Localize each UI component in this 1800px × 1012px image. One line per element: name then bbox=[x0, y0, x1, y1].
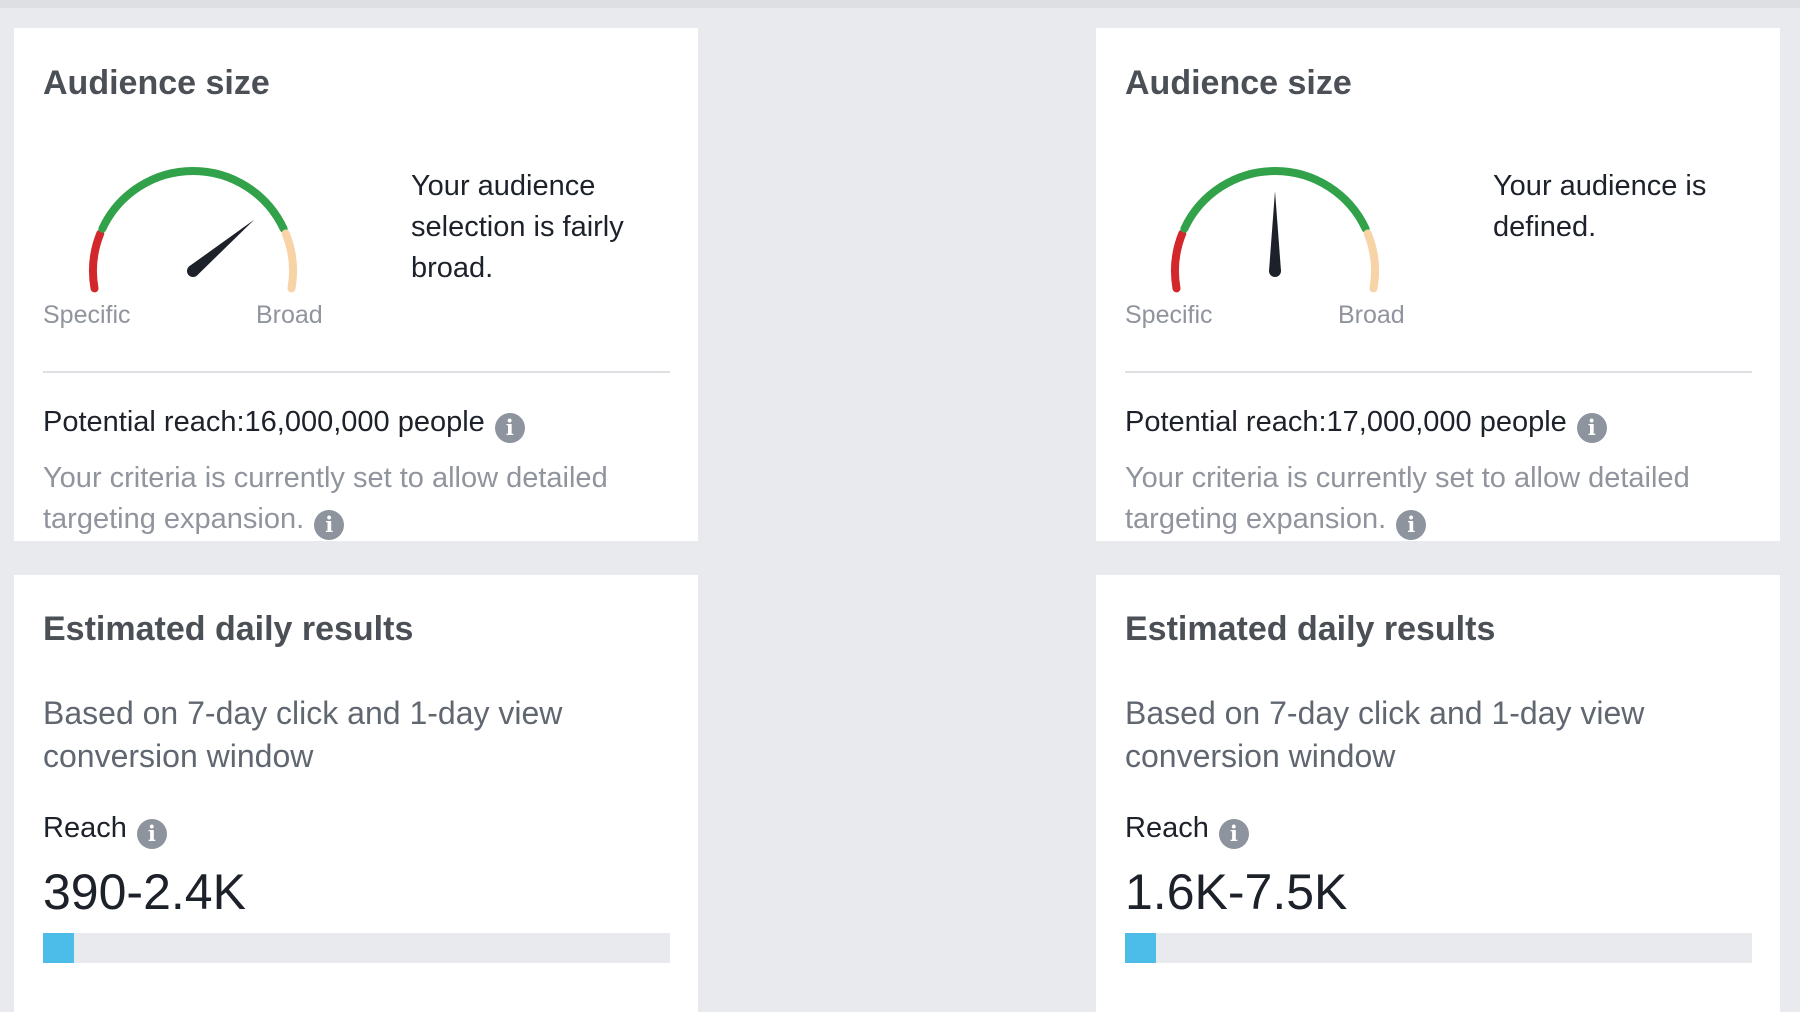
gauge-label-broad: Broad bbox=[1338, 301, 1405, 329]
info-icon[interactable]: i bbox=[1396, 510, 1427, 540]
gauge-dial bbox=[1170, 167, 1380, 293]
audience-size-card: Audience size Specific Broad Your audien… bbox=[1096, 28, 1780, 541]
potential-reach: Potential reach:16,000,000 people i bbox=[43, 406, 525, 443]
conversion-window-note: Based on 7-day click and 1-day view conv… bbox=[1125, 695, 1645, 774]
gauge-arc-specific bbox=[88, 229, 105, 293]
info-icon[interactable]: i bbox=[136, 819, 167, 849]
info-icon[interactable]: i bbox=[1576, 413, 1607, 443]
reach-value: 1.6K-7.5K bbox=[1125, 864, 1348, 920]
top-band bbox=[0, 0, 1800, 8]
criteria-text-label: Your criteria is currently set to allow … bbox=[1125, 462, 1690, 535]
info-icon[interactable]: i bbox=[314, 510, 345, 540]
reach-bar-fill bbox=[1125, 933, 1157, 963]
estimated-daily-results-card: Estimated daily results Based on 7-day c… bbox=[14, 575, 698, 1012]
gauge-needle bbox=[1269, 191, 1281, 271]
gauge-needle-hub bbox=[187, 265, 199, 277]
audience-gauge: Specific Broad bbox=[1125, 153, 1425, 333]
reach-bar bbox=[43, 933, 670, 963]
gauge-needle bbox=[189, 219, 255, 276]
potential-reach: Potential reach:17,000,000 people i bbox=[1125, 406, 1607, 443]
gauge-label-specific: Specific bbox=[1125, 301, 1213, 329]
gauge-arc-broad bbox=[1363, 229, 1380, 293]
gauge-arc-broad bbox=[281, 229, 298, 293]
card-title: Audience size bbox=[1125, 64, 1352, 102]
gauge-dial bbox=[88, 167, 298, 293]
conversion-window-note: Based on 7-day click and 1-day view conv… bbox=[43, 695, 563, 774]
gauge-arc-defined bbox=[98, 167, 288, 233]
potential-reach-text: Potential reach:17,000,000 people bbox=[1125, 406, 1567, 438]
gauge-label-specific: Specific bbox=[43, 301, 131, 329]
criteria-text: Your criteria is currently set to allow … bbox=[43, 458, 643, 540]
info-icon[interactable]: i bbox=[494, 413, 525, 443]
gauge-label-broad: Broad bbox=[256, 301, 323, 329]
potential-reach-text: Potential reach:16,000,000 people bbox=[43, 406, 485, 438]
reach-bar bbox=[1125, 933, 1752, 963]
audience-status-text: Your audience selection is fairly broad. bbox=[411, 170, 624, 284]
card-title: Estimated daily results bbox=[1125, 610, 1496, 648]
reach-bar-fill bbox=[43, 933, 75, 963]
estimated-daily-results-card: Estimated daily results Based on 7-day c… bbox=[1096, 575, 1780, 1012]
gauge-needle-hub bbox=[1269, 265, 1281, 277]
info-icon[interactable]: i bbox=[1218, 819, 1249, 849]
reach-label-text: Reach bbox=[43, 812, 127, 844]
reach-label: Reach i bbox=[43, 812, 167, 849]
divider bbox=[43, 371, 670, 373]
reach-label-text: Reach bbox=[1125, 812, 1209, 844]
reach-label: Reach i bbox=[1125, 812, 1249, 849]
audience-size-card: Audience size Specific Broad Your audien… bbox=[14, 28, 698, 541]
audience-gauge: Specific Broad bbox=[43, 153, 343, 333]
card-title: Estimated daily results bbox=[43, 610, 414, 648]
gauge-arc-specific bbox=[1170, 229, 1187, 293]
gauge-arc-defined bbox=[1180, 167, 1370, 233]
audience-status-text: Your audience is defined. bbox=[1493, 170, 1707, 243]
reach-value: 390-2.4K bbox=[43, 864, 246, 920]
criteria-text: Your criteria is currently set to allow … bbox=[1125, 458, 1725, 540]
criteria-text-label: Your criteria is currently set to allow … bbox=[43, 462, 608, 535]
card-title: Audience size bbox=[43, 64, 270, 102]
divider bbox=[1125, 371, 1752, 373]
